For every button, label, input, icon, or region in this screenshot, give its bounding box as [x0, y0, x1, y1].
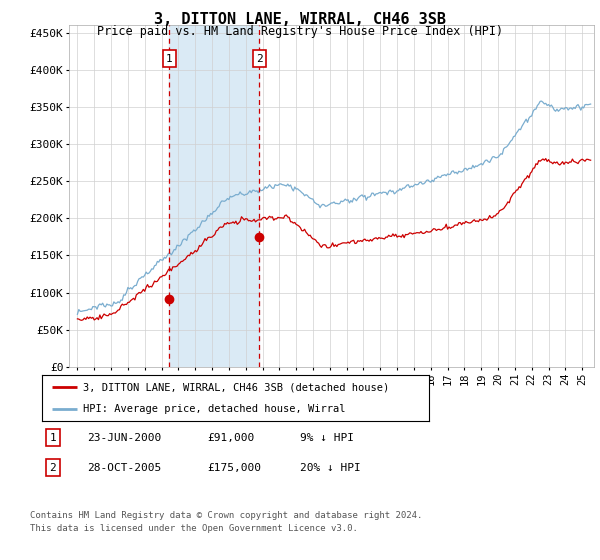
- Text: 9% ↓ HPI: 9% ↓ HPI: [300, 433, 354, 443]
- Text: 3, DITTON LANE, WIRRAL, CH46 3SB: 3, DITTON LANE, WIRRAL, CH46 3SB: [154, 12, 446, 27]
- Text: 2: 2: [49, 463, 56, 473]
- Text: 3, DITTON LANE, WIRRAL, CH46 3SB (detached house): 3, DITTON LANE, WIRRAL, CH46 3SB (detach…: [83, 382, 389, 392]
- Text: £175,000: £175,000: [207, 463, 261, 473]
- Text: 1: 1: [166, 54, 173, 64]
- Text: £91,000: £91,000: [207, 433, 254, 443]
- Text: 28-OCT-2005: 28-OCT-2005: [87, 463, 161, 473]
- Text: 2: 2: [256, 54, 263, 64]
- Text: Price paid vs. HM Land Registry's House Price Index (HPI): Price paid vs. HM Land Registry's House …: [97, 25, 503, 38]
- Text: Contains HM Land Registry data © Crown copyright and database right 2024.: Contains HM Land Registry data © Crown c…: [30, 511, 422, 520]
- Text: 20% ↓ HPI: 20% ↓ HPI: [300, 463, 361, 473]
- Text: This data is licensed under the Open Government Licence v3.0.: This data is licensed under the Open Gov…: [30, 524, 358, 533]
- Text: 23-JUN-2000: 23-JUN-2000: [87, 433, 161, 443]
- Text: HPI: Average price, detached house, Wirral: HPI: Average price, detached house, Wirr…: [83, 404, 345, 414]
- Bar: [169, 25, 259, 367]
- Text: 1: 1: [49, 433, 56, 443]
